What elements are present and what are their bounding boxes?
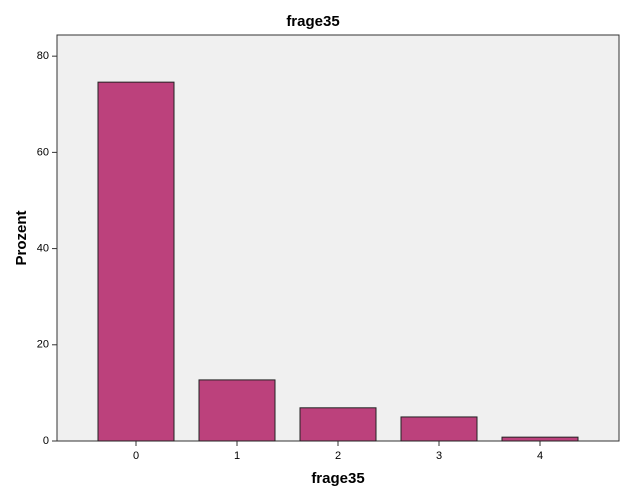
x-tick-label: 1 <box>234 450 240 462</box>
x-tick-label: 0 <box>133 450 139 462</box>
chart-title: frage35 <box>286 13 339 30</box>
y-tick-label: 60 <box>37 146 49 158</box>
y-tick-label: 40 <box>37 242 49 254</box>
x-tick-label: 4 <box>537 450 543 462</box>
x-axis-label: frage35 <box>311 470 364 487</box>
bar <box>501 436 579 442</box>
y-tick-label: 20 <box>37 339 49 351</box>
y-tick-label: 0 <box>43 435 49 447</box>
bar <box>400 416 478 442</box>
bar <box>299 407 377 442</box>
y-axis-label: Prozent <box>13 210 30 265</box>
x-tick-label: 2 <box>335 450 341 462</box>
y-tick-label: 80 <box>37 50 49 62</box>
x-tick-label: 3 <box>436 450 442 462</box>
bar <box>198 379 276 442</box>
bar <box>97 81 175 442</box>
